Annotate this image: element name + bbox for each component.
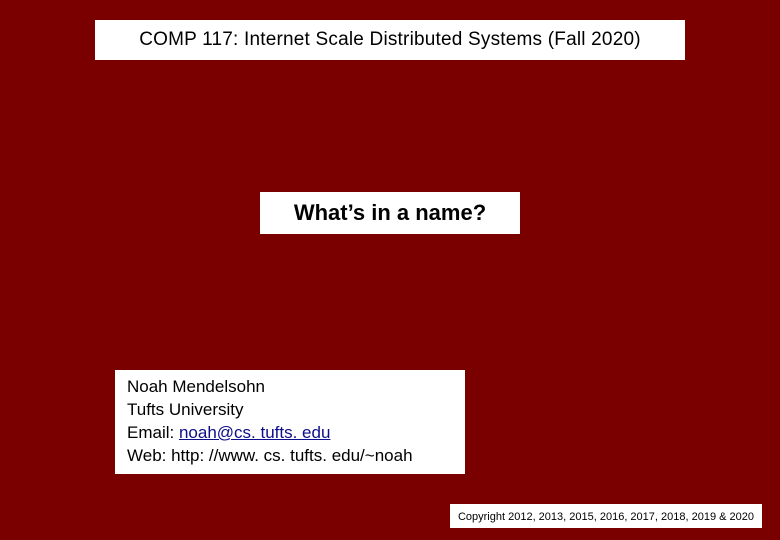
author-email-line: Email: noah@cs. tufts. edu xyxy=(127,422,453,445)
web-url: http: //www. cs. tufts. edu/~noah xyxy=(171,446,412,465)
slide-title-text: What’s in a name? xyxy=(294,200,486,226)
author-affiliation: Tufts University xyxy=(127,399,453,422)
email-link[interactable]: noah@cs. tufts. edu xyxy=(179,423,330,442)
web-label: Web: xyxy=(127,446,171,465)
author-name: Noah Mendelsohn xyxy=(127,376,453,399)
course-title-text: COMP 117: Internet Scale Distributed Sys… xyxy=(139,29,641,51)
author-web-line: Web: http: //www. cs. tufts. edu/~noah xyxy=(127,445,453,468)
course-title-bar: COMP 117: Internet Scale Distributed Sys… xyxy=(95,20,685,60)
email-label: Email: xyxy=(127,423,179,442)
copyright-box: Copyright 2012, 2013, 2015, 2016, 2017, … xyxy=(450,504,762,528)
copyright-text: Copyright 2012, 2013, 2015, 2016, 2017, … xyxy=(458,511,754,523)
author-info-box: Noah Mendelsohn Tufts University Email: … xyxy=(115,370,465,474)
slide-title-box: What’s in a name? xyxy=(260,192,520,234)
